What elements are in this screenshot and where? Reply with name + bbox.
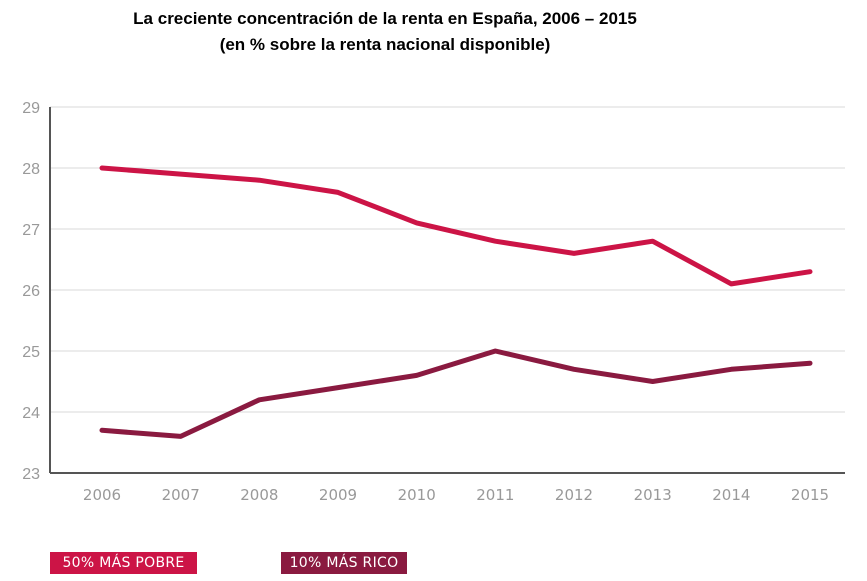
legend-item-poorest: 50% MÁS POBRE	[50, 552, 197, 574]
x-tick-label: 2010	[398, 486, 436, 504]
series-line-1	[99, 348, 813, 439]
x-tick-label: 2011	[476, 486, 514, 504]
x-tick-label: 2008	[240, 486, 278, 504]
x-tick-label: 2012	[555, 486, 593, 504]
x-tick-label: 2015	[791, 486, 829, 504]
chart-title: La creciente concentración de la renta e…	[133, 9, 637, 28]
y-tick-label: 26	[22, 283, 40, 300]
series-line-0	[99, 165, 813, 287]
y-tick-label: 29	[22, 100, 40, 117]
x-tick-label: 2013	[634, 486, 672, 504]
x-tick-label: 2006	[83, 486, 121, 504]
x-tick-label: 2009	[319, 486, 357, 504]
x-tick-label: 2007	[162, 486, 200, 504]
x-tick-label: 2014	[712, 486, 750, 504]
chart-subtitle: (en % sobre la renta nacional disponible…	[219, 35, 551, 54]
y-tick-label: 24	[22, 405, 40, 422]
y-tick-label: 28	[22, 161, 40, 178]
legend-item-richest: 10% MÁS RICO	[281, 552, 407, 574]
y-tick-label: 27	[22, 222, 40, 239]
y-tick-label: 23	[22, 466, 40, 483]
y-tick-label: 25	[22, 344, 40, 361]
